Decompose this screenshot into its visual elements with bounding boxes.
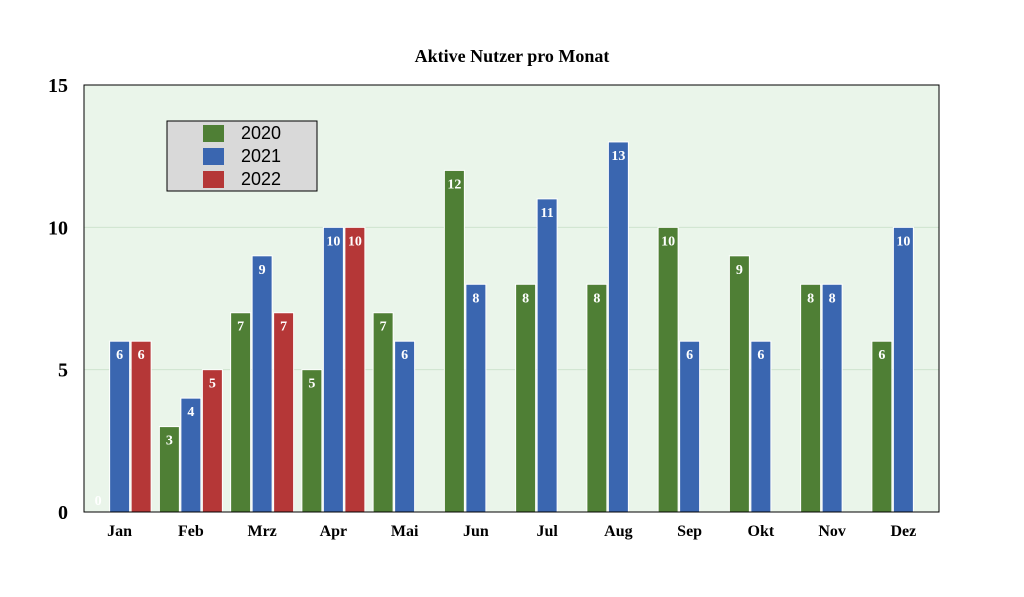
bar-2020-mrz [230, 312, 252, 513]
data-label: 6 [878, 348, 885, 363]
gridlines [84, 226, 939, 371]
data-label: 6 [138, 348, 145, 363]
data-label: 6 [686, 348, 693, 363]
x-tick-label: Jul [536, 523, 558, 540]
legend-box [166, 120, 318, 192]
plot-frame [83, 84, 940, 513]
data-label: 6 [401, 348, 408, 363]
data-label: 10 [348, 234, 362, 249]
data-label: 8 [829, 291, 836, 306]
bar-2021-jun [465, 283, 487, 513]
data-label: 7 [280, 320, 287, 335]
x-tick-label: Apr [320, 523, 348, 540]
data-label: 8 [807, 291, 814, 306]
bar-2020-mai [372, 312, 394, 513]
bar-2021-dez [892, 226, 914, 513]
data-label: 7 [237, 320, 244, 335]
legend-swatch-2021 [203, 148, 224, 165]
data-label: 10 [661, 234, 675, 249]
bar-2020-aug [586, 283, 608, 513]
legend-label: 2021 [241, 146, 281, 166]
legend: 2020 2021 2022 [166, 120, 318, 192]
bar-2020-nov [800, 283, 822, 513]
legend-swatch-2020 [203, 125, 224, 142]
legend-swatch-2022 [203, 171, 224, 188]
data-label: 10 [326, 234, 340, 249]
x-tick-label: Nov [818, 523, 846, 540]
x-tick-label: Aug [604, 523, 632, 540]
x-tick-label: Dez [890, 523, 916, 540]
bar-2020-jul [515, 283, 537, 513]
bar-2020-okt [728, 255, 750, 513]
bar-2021-apr [322, 226, 344, 513]
data-label: 0 [95, 494, 102, 509]
data-label: 8 [593, 291, 600, 306]
data-label: 5 [308, 377, 315, 392]
bar-2021-nov [821, 283, 843, 513]
bar-2021-sep [679, 340, 701, 513]
x-tick-label: Okt [748, 523, 775, 540]
y-tick-label: 15 [48, 75, 68, 97]
bar-2020-dez [871, 340, 893, 513]
y-tick-label: 0 [58, 502, 68, 524]
data-label: 11 [541, 206, 554, 221]
bar-2021-jul [536, 198, 558, 513]
data-label: 6 [757, 348, 764, 363]
data-label: 4 [187, 405, 194, 420]
bar-2022-mrz [273, 312, 295, 513]
bar-2020-jun [443, 169, 465, 513]
y-tick-label: 5 [58, 360, 68, 382]
bar-2021-jan [109, 340, 131, 513]
x-tick-label: Sep [677, 523, 702, 540]
data-label: 10 [896, 234, 910, 249]
data-label: 13 [611, 149, 625, 164]
bar-2021-mai [394, 340, 416, 513]
bar-2021-aug [607, 141, 629, 513]
legend-label: 2022 [241, 169, 281, 189]
x-tick-label: Mrz [247, 523, 276, 540]
x-tick-label: Jun [463, 523, 489, 540]
data-label: 3 [166, 434, 173, 449]
data-label: 5 [209, 377, 216, 392]
y-tick-label: 10 [48, 217, 68, 239]
y-axis: 0 5 10 15 [48, 75, 68, 524]
bar-2020-sep [657, 226, 679, 513]
data-label: 12 [447, 177, 461, 192]
x-tick-label: Feb [178, 523, 204, 540]
bar-2022-apr [344, 226, 366, 513]
data-label: 6 [116, 348, 123, 363]
data-label: 9 [259, 263, 266, 278]
data-label: 8 [522, 291, 529, 306]
chart-title: Aktive Nutzer pro Monat [415, 46, 610, 66]
data-label: 9 [736, 263, 743, 278]
data-label: 8 [472, 291, 479, 306]
legend-label: 2020 [241, 123, 281, 143]
x-tick-label: Jan [107, 523, 132, 540]
bar-2021-mrz [251, 255, 273, 513]
data-label: 7 [380, 320, 387, 335]
x-axis: Jan Feb Mrz Apr Mai Jun Jul Aug Sep Okt Nov Dez [107, 523, 916, 540]
x-tick-label: Mai [391, 523, 419, 540]
bar-2022-jan [130, 340, 152, 513]
bar-2021-okt [750, 340, 772, 513]
